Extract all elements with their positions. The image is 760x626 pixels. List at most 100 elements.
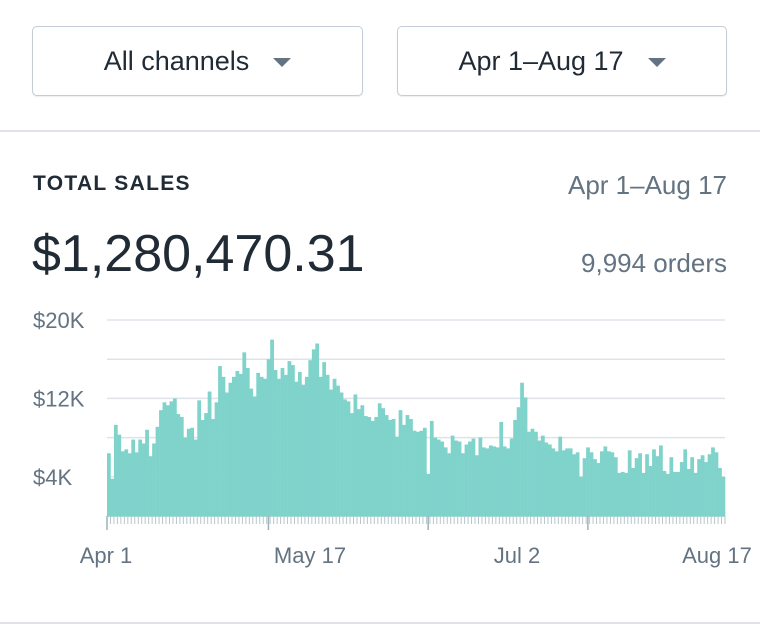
chart-bar: [221, 376, 226, 516]
chart-bar: [586, 447, 590, 516]
chart-bar: [204, 413, 208, 516]
chart-bar: [665, 473, 670, 516]
chart-bar: [409, 418, 413, 516]
chart-bar: [506, 448, 511, 516]
chart-bar: [294, 381, 299, 516]
caret-down-icon: [273, 57, 292, 67]
chart-bar: [610, 452, 615, 516]
chart-bar: [225, 392, 229, 516]
order-count: 9,994 orders: [581, 248, 727, 278]
chart-bar: [211, 418, 215, 516]
chart-bar: [152, 443, 156, 516]
chart-bar: [374, 417, 379, 516]
chart-bar: [325, 374, 330, 516]
chart-bar: [117, 434, 122, 516]
chart-bar: [693, 472, 698, 516]
chart-bar: [492, 446, 497, 516]
chart-bar: [721, 476, 726, 516]
chart-bar: [402, 424, 406, 516]
chart-bar: [627, 450, 632, 516]
chart-bar: [273, 369, 278, 516]
x-tick-label: Apr 1: [80, 543, 133, 568]
chart-bar: [259, 376, 264, 516]
chart-bar: [589, 452, 594, 516]
chart-bar: [547, 444, 552, 516]
chart-bar: [676, 471, 681, 516]
chart-bar: [662, 470, 667, 516]
chart-bar: [245, 368, 250, 516]
chart-bar: [297, 371, 302, 516]
chart-bar: [131, 439, 136, 516]
chart-bar: [495, 447, 500, 516]
chart-bar: [350, 413, 354, 516]
chart-bar: [263, 378, 268, 516]
chart-bar: [291, 365, 295, 516]
chart-bar: [179, 417, 184, 516]
chart-bar: [686, 468, 691, 516]
chart-bar: [471, 438, 476, 516]
chart-bar: [454, 440, 458, 516]
total-sales-value: $1,280,470.31: [32, 225, 365, 283]
chart-bar: [308, 360, 313, 516]
chart-bar: [440, 441, 445, 516]
chart-bar: [113, 424, 118, 516]
chart-bar: [249, 388, 254, 516]
chart-bar: [207, 391, 212, 516]
chart-bar: [384, 415, 389, 516]
x-tick-label: May 17: [274, 543, 346, 568]
chart-bar: [145, 429, 149, 516]
chart-bar: [422, 427, 427, 516]
chart-bar: [398, 410, 403, 516]
chart-bar: [370, 420, 375, 516]
chart-bar: [450, 435, 455, 516]
chart-bar: [679, 462, 684, 516]
chart-bar: [363, 416, 368, 516]
chart-bar: [110, 478, 115, 516]
chart-bar: [613, 457, 618, 516]
chart-bar: [346, 401, 351, 516]
chart-bar: [166, 405, 170, 516]
date-range-dropdown-label: Apr 1–Aug 17: [458, 45, 624, 76]
chart-bar: [284, 374, 288, 516]
chart-bar: [419, 430, 424, 516]
y-tick-label: $12K: [33, 386, 85, 411]
chart-bar: [242, 352, 247, 516]
chart-bar: [540, 435, 545, 516]
chart-bar: [575, 452, 580, 516]
chart-bar: [600, 451, 604, 516]
chart-bar: [561, 450, 566, 516]
chart-bar: [620, 471, 625, 516]
chart-bar: [478, 437, 483, 516]
chart-bar: [634, 458, 639, 516]
chart-bar: [231, 376, 236, 516]
chart-bar: [520, 382, 524, 516]
channel-dropdown[interactable]: All channels: [32, 26, 363, 96]
y-tick-label: $20K: [33, 308, 85, 333]
chart-bar: [388, 419, 392, 516]
chart-bar: [256, 372, 261, 516]
chart-bar: [120, 451, 125, 516]
divider: [0, 622, 760, 624]
chart-bar: [107, 453, 111, 516]
date-range-dropdown[interactable]: Apr 1–Aug 17: [397, 26, 727, 96]
chart-bar: [544, 442, 549, 516]
chart-bar: [683, 449, 688, 516]
chart-bar: [690, 457, 695, 516]
chart-bar: [169, 401, 174, 516]
chart-bar: [134, 452, 139, 516]
chart-bar: [270, 339, 274, 516]
chart-bar: [214, 402, 219, 516]
chart-bar: [488, 445, 493, 516]
chart-bar: [513, 419, 517, 516]
chart-bar: [475, 455, 479, 516]
chart-bar: [457, 441, 462, 516]
chart-bar: [648, 466, 653, 516]
chart-bar: [353, 394, 358, 516]
chart-bar: [502, 446, 507, 516]
chart-bar: [443, 447, 448, 516]
y-tick-label: $4K: [33, 465, 72, 490]
x-tick-label: Aug 17: [682, 543, 752, 568]
chart-bar: [433, 437, 438, 516]
chart-bar: [461, 453, 465, 516]
chart-bar: [534, 431, 538, 516]
